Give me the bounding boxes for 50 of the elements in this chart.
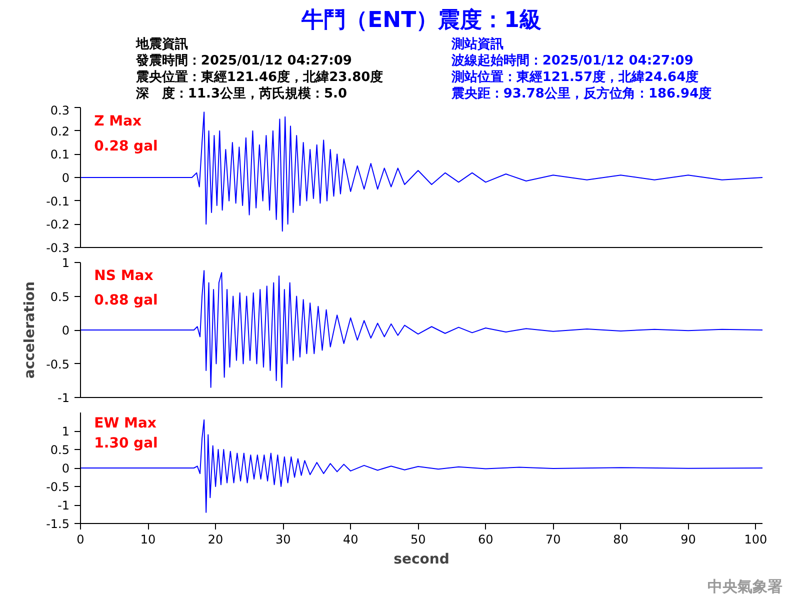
x-tick-label: 0 <box>76 532 84 546</box>
annotation: NS Max <box>94 268 154 284</box>
x-tick-label: 30 <box>275 532 291 546</box>
y-tick-label: 1 <box>62 256 70 270</box>
y-tick-label: -1 <box>58 498 70 512</box>
annotation: EW Max <box>94 416 156 432</box>
line-series <box>80 112 762 232</box>
text: 震央位置：東經121.46度，北緯23.80度 <box>134 69 384 85</box>
y-tick-label: 0 <box>62 324 70 338</box>
text: 發震時間：2025/01/12 04:27:09 <box>134 54 352 68</box>
line-series <box>80 270 762 388</box>
y-tick-label: -0.3 <box>46 241 70 255</box>
text: 測站資訊 <box>450 36 504 52</box>
text: 測站位置：東經121.57度，北緯24.64度 <box>450 69 699 85</box>
text: 深 度：11.3公里，芮氏規模：5.0 <box>134 86 348 102</box>
y-tick-label: -0.1 <box>46 194 70 208</box>
x-tick-label: 100 <box>744 532 768 546</box>
x-tick-label: 10 <box>140 532 156 546</box>
y-tick-label: -0.2 <box>46 218 70 232</box>
y-tick-label: -0.5 <box>46 480 70 494</box>
annotation: Z Max <box>94 114 142 130</box>
y-tick-label: 1 <box>62 424 70 438</box>
y-tick-label: 0.1 <box>50 148 70 162</box>
x-tick-label: 60 <box>478 532 494 546</box>
y-tick-label: -1.5 <box>46 517 70 531</box>
y-tick-label: 0.3 <box>50 104 70 118</box>
x-axis-title: second <box>394 552 450 568</box>
y-tick-label: 0 <box>62 171 70 185</box>
x-tick-label: 70 <box>546 532 561 546</box>
annotation: 0.88 gal <box>94 292 158 308</box>
x-tick-label: 40 <box>342 532 358 546</box>
y-tick-label: 0.5 <box>50 290 70 304</box>
chart-title: 牛鬥（ENT）震度：1級 <box>300 7 542 33</box>
annotation: 1.30 gal <box>94 436 158 452</box>
y-tick-label: 0 <box>62 462 70 476</box>
x-tick-label: 50 <box>410 532 426 546</box>
y-tick-label: 0.5 <box>50 443 70 457</box>
text: 波線起始時間：2025/01/12 04:27:09 <box>450 54 694 68</box>
text: 地震資訊 <box>134 36 188 52</box>
x-tick-label: 90 <box>680 532 696 546</box>
y-tick-label: 0.2 <box>50 124 70 138</box>
y-tick-label: -0.5 <box>46 357 70 372</box>
y-tick-label: -1 <box>58 391 70 405</box>
line-series <box>80 419 762 513</box>
text: 震央距：93.78公里，反方位角：186.94度 <box>450 86 712 102</box>
y-axis-title: acceleration <box>22 281 38 379</box>
x-tick-label: 20 <box>208 532 224 546</box>
text: 中央氣象署 <box>708 578 782 596</box>
annotation: 0.28 gal <box>94 138 158 155</box>
x-tick-label: 80 <box>613 532 628 546</box>
